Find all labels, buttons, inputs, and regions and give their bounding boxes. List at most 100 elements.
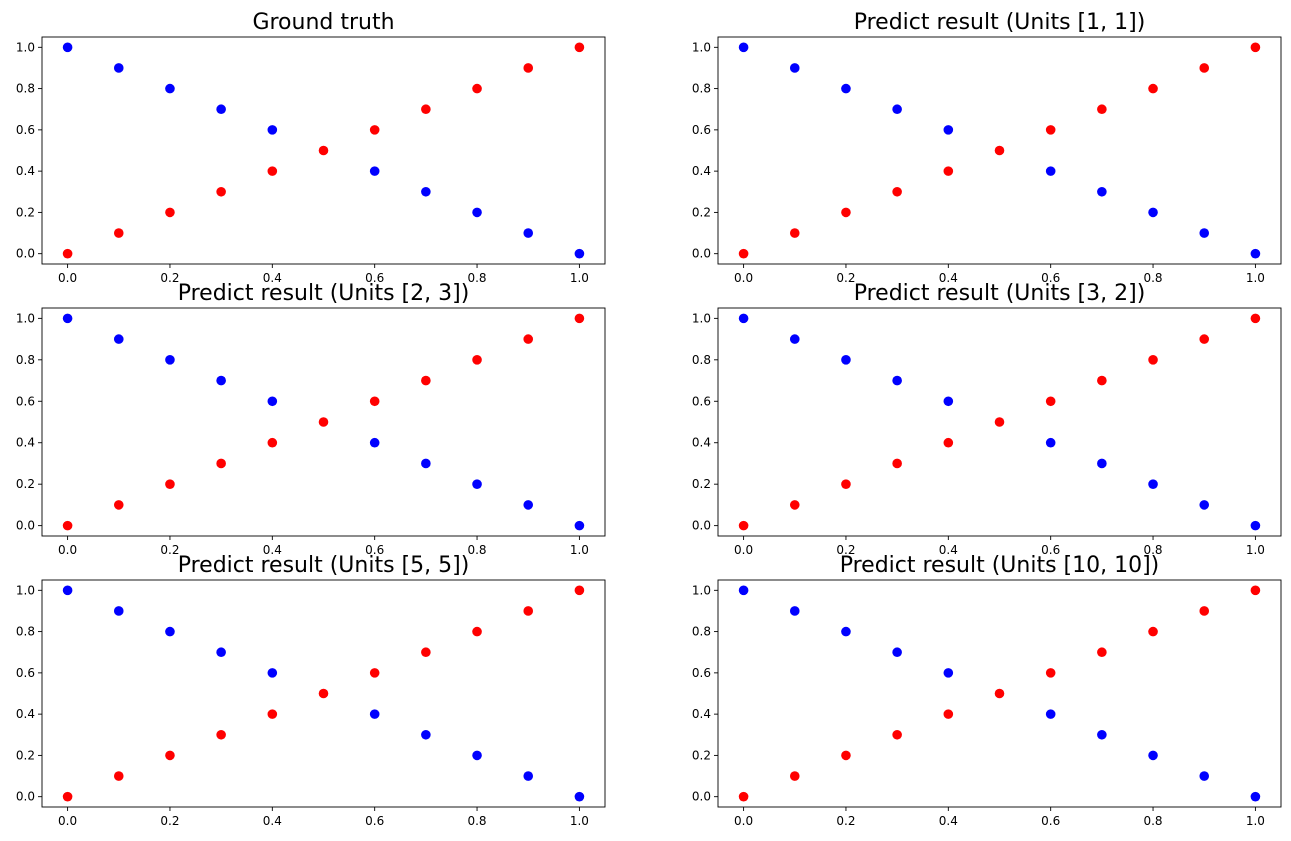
data-point (267, 166, 278, 176)
data-point (421, 647, 431, 658)
y-tick-label: 1.0 (16, 583, 35, 597)
x-tick-label: 0.8 (467, 271, 486, 285)
y-tick-label: 0.8 (16, 353, 35, 367)
y-tick-label: 0.8 (692, 625, 711, 639)
data-point (1148, 750, 1158, 761)
scatter-panel-4: Predict result (Units [3, 2]) 0.0 0.2 0.4 0.… (692, 281, 1282, 557)
data-point (738, 313, 749, 324)
data-point (62, 42, 73, 53)
x-tick-label: 0.4 (939, 814, 958, 828)
data-point (421, 104, 431, 115)
scatter-panel-5: Predict result (Units [5, 5]) 0.0 0.2 0.4 0.… (16, 553, 606, 828)
y-tick-label: 0.6 (692, 666, 711, 680)
y-tick-label: 0.6 (16, 394, 35, 408)
plot-title: Ground truth (252, 10, 394, 35)
data-point (62, 791, 73, 802)
x-tick-label: 0.0 (58, 543, 77, 557)
data-point (738, 585, 749, 596)
data-point (789, 63, 800, 73)
x-tick-label: 0.2 (160, 543, 179, 557)
data-point (216, 375, 226, 386)
y-tick-label: 1.0 (692, 311, 711, 325)
data-point (1250, 791, 1261, 802)
x-tick-label: 0.8 (1143, 271, 1162, 285)
plot-title: Predict result (Units [10, 10]) (840, 553, 1160, 578)
data-point (1199, 500, 1210, 510)
data-point (472, 750, 482, 761)
x-tick-label: 0.8 (467, 814, 486, 828)
data-point (1199, 228, 1210, 238)
data-point (789, 334, 800, 344)
x-tick-label: 0.4 (939, 543, 958, 557)
data-point (267, 396, 278, 407)
data-point (574, 791, 585, 802)
x-tick-label: 0.8 (467, 543, 486, 557)
data-point (841, 83, 851, 94)
data-point (1148, 355, 1158, 365)
x-tick-label: 1.0 (570, 814, 589, 828)
data-point (216, 458, 226, 469)
x-tick-label: 0.2 (836, 814, 855, 828)
plot-title: Predict result (Units [1, 1]) (854, 10, 1146, 35)
data-point (994, 417, 1005, 427)
data-point (1097, 104, 1107, 115)
data-point (267, 125, 278, 135)
x-tick-label: 0.2 (836, 271, 855, 285)
data-point (267, 709, 278, 719)
y-tick-label: 0.0 (692, 519, 711, 533)
data-point (789, 500, 800, 510)
data-point (216, 729, 226, 740)
data-point (943, 437, 954, 448)
data-point (574, 520, 585, 531)
data-point (1045, 668, 1056, 678)
y-tick-label: 0.0 (692, 247, 711, 261)
data-point (738, 42, 749, 53)
y-tick-label: 0.2 (692, 205, 711, 219)
data-point (421, 458, 431, 469)
data-point (1250, 42, 1261, 53)
y-tick-label: 0.8 (16, 625, 35, 639)
data-point (369, 437, 380, 448)
data-point (113, 63, 124, 73)
data-point (738, 248, 749, 259)
axes-frame (41, 36, 606, 265)
data-point (789, 228, 800, 238)
x-tick-label: 1.0 (1246, 543, 1265, 557)
data-point (165, 355, 175, 365)
y-tick-label: 0.2 (16, 748, 35, 762)
y-tick-label: 0.0 (16, 519, 35, 533)
x-tick-label: 1.0 (570, 543, 589, 557)
x-tick-label: 0.0 (734, 543, 753, 557)
data-point (1148, 626, 1158, 637)
y-tick-label: 0.2 (16, 477, 35, 491)
data-point (738, 520, 749, 531)
scatter-panel-2: Predict result (Units [1, 1]) 0.0 0.2 0.4 0.… (692, 10, 1282, 285)
x-tick-label: 0.0 (58, 271, 77, 285)
data-point (318, 145, 329, 156)
data-point (523, 228, 534, 238)
y-tick-label: 0.0 (16, 247, 35, 261)
data-point (1045, 437, 1056, 448)
y-tick-label: 0.6 (692, 394, 711, 408)
data-point (1097, 647, 1107, 658)
x-tick-label: 0.6 (1041, 814, 1060, 828)
data-point (841, 626, 851, 637)
x-tick-label: 0.4 (939, 271, 958, 285)
axes-frame (717, 307, 1282, 537)
data-point (472, 626, 482, 637)
data-point (113, 500, 124, 510)
data-point (421, 729, 431, 740)
data-point (267, 668, 278, 678)
data-point (113, 771, 124, 781)
y-tick-label: 1.0 (692, 583, 711, 597)
data-point (267, 437, 278, 448)
x-tick-label: 0.4 (263, 543, 282, 557)
x-tick-label: 0.6 (365, 814, 384, 828)
data-point (841, 355, 851, 365)
y-tick-label: 0.6 (16, 123, 35, 137)
data-point (943, 125, 954, 135)
data-point (472, 355, 482, 365)
x-tick-label: 0.0 (734, 271, 753, 285)
y-tick-label: 0.4 (16, 164, 35, 178)
data-point (369, 668, 380, 678)
